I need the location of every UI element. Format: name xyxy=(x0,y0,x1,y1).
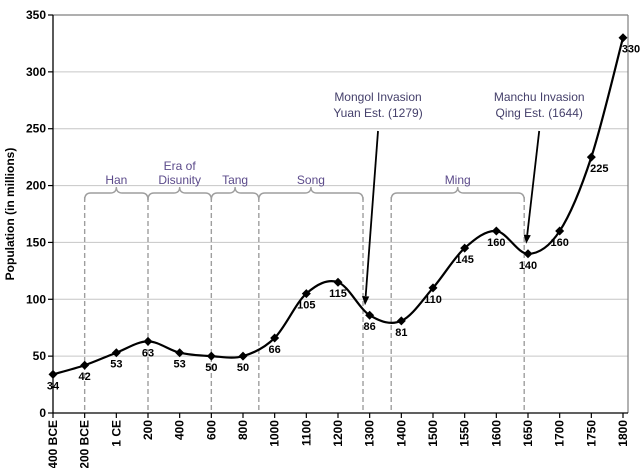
x-tick-label: 1 CE xyxy=(109,420,123,447)
data-point-marker xyxy=(396,316,406,326)
y-tick-label: 150 xyxy=(26,235,46,249)
axes-layer: 0 50 100 150 200 250 300 350 400 BCE 200 BCE 1 CE 2… xyxy=(26,8,630,468)
data-point-label: 86 xyxy=(364,321,376,333)
x-tick-label: 200 xyxy=(141,420,155,440)
data-point-marker xyxy=(460,243,470,253)
x-tick-label: 1700 xyxy=(553,420,567,447)
data-point-label: 110 xyxy=(424,294,442,306)
x-tick-label: 1800 xyxy=(616,420,630,447)
data-point-label: 34 xyxy=(47,380,60,392)
y-axis-title: Population (in millions) xyxy=(3,148,17,281)
data-point-label: 105 xyxy=(297,300,315,312)
era-brace xyxy=(258,186,364,201)
y-tick-label: 50 xyxy=(33,349,47,363)
data-point-label: 50 xyxy=(205,362,217,374)
y-tick-label: 200 xyxy=(26,179,46,193)
event-label: Qing Est. (1644) xyxy=(496,106,583,120)
y-tick-label: 300 xyxy=(26,65,46,79)
era-label: Disunity xyxy=(158,173,201,187)
data-point-marker xyxy=(428,283,438,293)
era-label: Tang xyxy=(222,173,248,187)
data-point-marker xyxy=(555,226,565,236)
era-label: Han xyxy=(105,173,127,187)
data-point-marker xyxy=(491,226,501,236)
data-point-label: 160 xyxy=(550,237,568,249)
data-point-marker xyxy=(586,152,596,162)
series-line xyxy=(52,37,625,376)
data-point-marker xyxy=(333,277,343,287)
data-point-label: 63 xyxy=(142,347,154,359)
x-tick-label: 800 xyxy=(236,420,250,440)
series-layer: 34 42 53 63 53 50 50 66 105 115 86 81 110 145 160 140 16… xyxy=(47,33,640,392)
x-tick-label: 1400 xyxy=(394,420,408,447)
event-label: Yuan Est. (1279) xyxy=(333,106,422,120)
data-point-label: 330 xyxy=(622,44,640,56)
x-tick-label: 400 BCE xyxy=(46,420,60,468)
data-point-marker xyxy=(270,333,280,343)
era-brace xyxy=(83,186,149,201)
data-point-marker xyxy=(523,249,533,259)
data-point-label: 225 xyxy=(590,163,608,175)
data-point-label: 53 xyxy=(110,359,122,371)
x-tick-label: 1100 xyxy=(299,420,313,446)
x-tick-label: 600 xyxy=(204,420,218,440)
event-leader-line xyxy=(526,130,541,235)
x-tick-label: 1500 xyxy=(426,420,440,447)
x-tick-label: 1200 xyxy=(331,420,345,447)
era-label: Ming xyxy=(445,173,471,187)
event-label: Mongol Invasion xyxy=(334,90,421,104)
event-arrowhead-icon xyxy=(362,295,370,306)
x-tick-label: 1550 xyxy=(458,420,472,447)
event-annotations-layer: Mongol Invasion Yuan Est. (1279) Manchu In… xyxy=(333,90,585,306)
data-point-marker xyxy=(206,351,216,361)
data-point-label: 50 xyxy=(237,362,249,374)
event-label: Manchu Invasion xyxy=(494,90,585,104)
event-leader-line xyxy=(364,130,379,297)
x-tick-label: 1300 xyxy=(363,420,377,447)
gridlines-layer xyxy=(53,71,628,357)
data-point-label: 53 xyxy=(174,359,186,371)
data-point-label: 115 xyxy=(329,288,347,300)
x-tick-label: 1600 xyxy=(489,420,503,447)
x-tick-label: 200 BCE xyxy=(78,420,92,468)
data-point-label: 66 xyxy=(269,344,281,356)
data-point-marker xyxy=(365,310,375,320)
data-point-marker xyxy=(175,348,185,358)
data-point-marker xyxy=(301,289,311,299)
era-brace xyxy=(210,186,260,201)
data-point-marker xyxy=(111,348,121,358)
x-tick-label: 1650 xyxy=(521,420,535,447)
data-point-marker xyxy=(48,369,58,379)
x-tick-label: 400 xyxy=(173,420,187,440)
x-tick-label: 1000 xyxy=(268,420,282,447)
y-tick-label: 0 xyxy=(39,406,46,420)
era-label: Era of xyxy=(164,159,197,173)
data-point-label: 81 xyxy=(395,327,407,339)
data-point-label: 140 xyxy=(519,260,537,272)
data-point-marker xyxy=(80,360,90,370)
y-tick-label: 350 xyxy=(26,8,46,22)
data-point-label: 42 xyxy=(79,371,91,383)
era-brace xyxy=(147,186,213,201)
event-arrowhead-icon xyxy=(523,234,531,244)
data-point-label: 145 xyxy=(455,254,473,266)
data-point-marker xyxy=(618,33,628,43)
x-tick-label: 1750 xyxy=(584,420,598,447)
era-label: Song xyxy=(297,173,325,187)
data-point-marker xyxy=(238,351,248,361)
data-point-label: 160 xyxy=(487,237,505,249)
era-brace xyxy=(390,186,525,201)
y-tick-label: 100 xyxy=(26,292,46,306)
y-tick-label: 250 xyxy=(26,122,46,136)
data-point-marker xyxy=(143,336,153,346)
